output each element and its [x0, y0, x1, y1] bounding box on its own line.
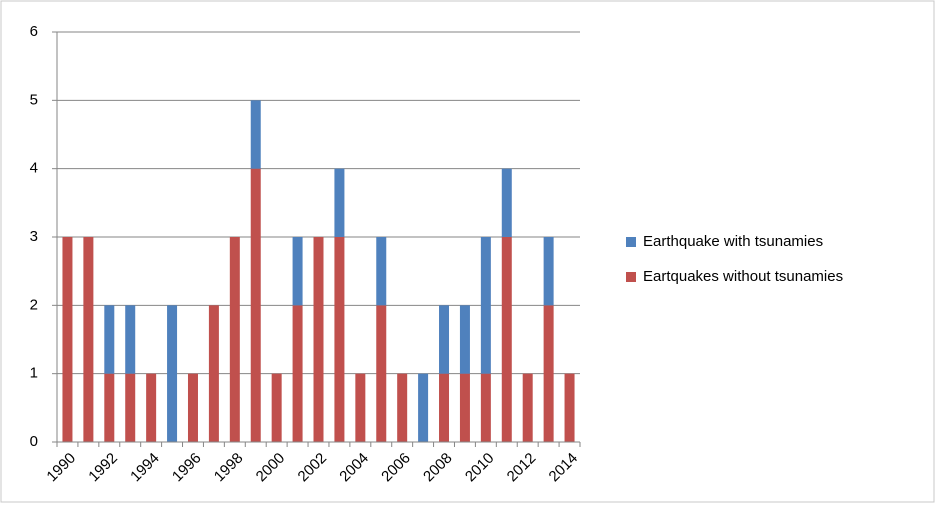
bar-segment — [543, 305, 554, 442]
bar-segment — [62, 237, 73, 442]
bar-segment — [459, 305, 470, 374]
bar-segment — [459, 373, 470, 442]
bar-segment — [397, 373, 408, 442]
bar-segment — [564, 373, 575, 442]
bar-segment — [334, 168, 345, 237]
y-tick-label: 0 — [30, 433, 38, 450]
bar-segment — [439, 305, 450, 374]
bar-segment — [104, 305, 115, 374]
bar-segment — [271, 373, 282, 442]
legend-swatch — [626, 237, 636, 247]
bar-segment — [501, 168, 512, 237]
bar-segment — [229, 237, 240, 442]
bar-segment — [250, 168, 261, 442]
bar-segment — [187, 373, 198, 442]
bar-segment — [208, 305, 219, 442]
bar-segment — [292, 237, 303, 306]
bar-segment — [543, 237, 554, 306]
bar-segment — [522, 373, 533, 442]
legend-label: Eartquakes without tsunamies — [643, 268, 843, 285]
bar-segment — [355, 373, 366, 442]
legend-swatch — [626, 272, 636, 282]
bar-segment — [376, 305, 387, 442]
legend-label: Earthquake with tsunamies — [643, 233, 823, 250]
bar-segment — [104, 373, 115, 442]
y-tick-label: 6 — [30, 23, 38, 40]
bar-segment — [292, 305, 303, 442]
bar-segment — [167, 305, 178, 442]
bar-segment — [250, 100, 261, 169]
bar-segment — [146, 373, 157, 442]
y-tick-label: 4 — [30, 160, 38, 177]
bar-segment — [83, 237, 94, 442]
bar-segment — [480, 373, 491, 442]
bar-segment — [501, 237, 512, 442]
bar-segment — [376, 237, 387, 306]
bar-segment — [334, 237, 345, 442]
y-tick-label: 1 — [30, 365, 38, 382]
bar-segment — [418, 373, 429, 442]
y-tick-label: 5 — [30, 91, 38, 108]
bar-segment — [480, 237, 491, 374]
y-tick-label: 2 — [30, 296, 38, 313]
bar-segment — [439, 373, 450, 442]
y-tick-label: 3 — [30, 228, 38, 245]
bar-segment — [125, 373, 136, 442]
bar-segment — [313, 237, 324, 442]
bar-segment — [125, 305, 136, 374]
